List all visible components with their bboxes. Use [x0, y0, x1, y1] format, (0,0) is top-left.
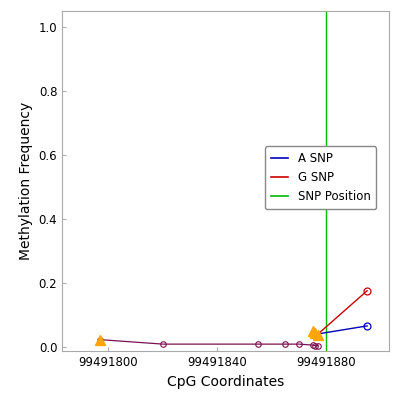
Y-axis label: Methylation Frequency: Methylation Frequency	[19, 102, 33, 260]
Legend: A SNP, G SNP, SNP Position: A SNP, G SNP, SNP Position	[265, 146, 376, 209]
X-axis label: CpG Coordinates: CpG Coordinates	[167, 375, 284, 389]
